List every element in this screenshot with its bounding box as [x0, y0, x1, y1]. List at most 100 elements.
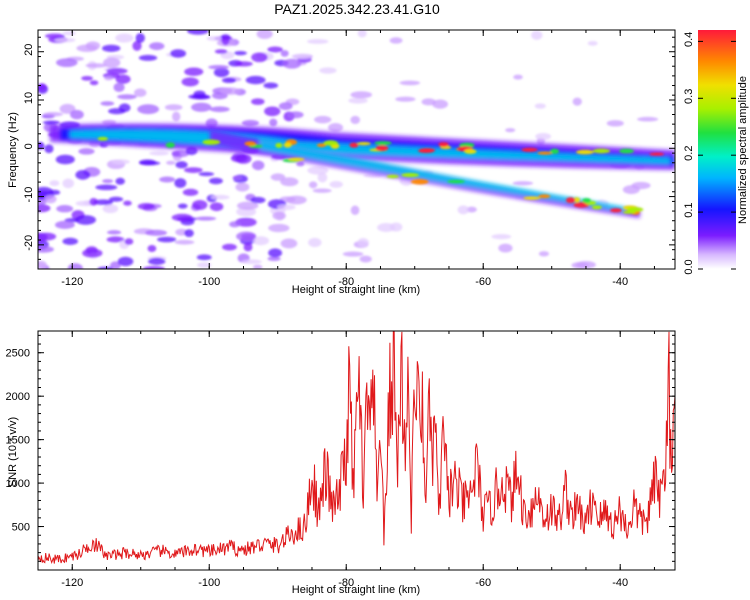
- noise-blob: [55, 154, 75, 165]
- hot-spot: [610, 208, 622, 213]
- noise-blob: [143, 266, 165, 269]
- noise-blob: [270, 173, 286, 181]
- noise-blob: [81, 75, 93, 81]
- hot-spot: [591, 205, 602, 210]
- noise-blob: [359, 255, 372, 263]
- noise-blob: [307, 39, 329, 44]
- noise-blob: [512, 181, 534, 186]
- noise-blob: [432, 99, 449, 109]
- noise-blob: [221, 77, 237, 84]
- noise-blob: [236, 201, 259, 210]
- spectrogram-x-tick-label: -60: [475, 276, 491, 288]
- snr-y-tick-label: 2000: [6, 391, 30, 403]
- noise-blob: [106, 230, 122, 235]
- colorbar-tick-label: 0.1: [683, 202, 695, 217]
- noise-blob: [572, 97, 582, 106]
- noise-blob: [171, 213, 193, 222]
- noise-blob: [145, 229, 168, 236]
- noise-blob: [38, 204, 51, 213]
- noise-blob: [184, 229, 194, 238]
- noise-blob: [252, 236, 270, 246]
- hot-spot: [374, 141, 392, 146]
- hot-spot: [283, 142, 292, 148]
- snr-x-tick-label: -40: [612, 577, 628, 589]
- snr-x-tick-label: -60: [475, 577, 491, 589]
- noise-blob: [534, 103, 546, 109]
- spectrogram-x-label: Height of straight line (km): [292, 284, 420, 296]
- spectrogram-y-tick-label: 10: [23, 92, 35, 104]
- noise-blob: [531, 30, 543, 40]
- noise-blob: [252, 160, 265, 171]
- hot-spot: [626, 207, 644, 212]
- noise-blob: [219, 87, 241, 95]
- noise-blob: [395, 96, 416, 102]
- noise-blob: [137, 104, 160, 115]
- spectrogram-x-tick-label: -80: [338, 276, 354, 288]
- noise-blob: [280, 50, 289, 57]
- noise-blob: [139, 159, 157, 166]
- noise-blob: [138, 54, 158, 61]
- hot-spot: [202, 139, 221, 145]
- noise-blob: [286, 195, 307, 205]
- hot-spots: [97, 136, 665, 215]
- colorbar-tick-label: 0.3: [683, 89, 695, 104]
- hot-spot: [447, 179, 465, 184]
- noise-blob: [196, 254, 212, 261]
- noise-blob: [268, 223, 290, 233]
- noise-blob: [137, 203, 155, 210]
- noise-blob: [308, 237, 322, 248]
- noise-blob: [272, 211, 286, 220]
- noise-blob: [280, 238, 298, 249]
- noise-blob: [210, 194, 230, 200]
- noise-blob: [108, 196, 124, 202]
- noise-blob: [54, 220, 75, 229]
- noise-blob: [498, 243, 513, 253]
- snr-y-tick-label: 1000: [6, 478, 30, 490]
- noise-blob: [106, 236, 125, 243]
- hot-spot: [576, 149, 594, 155]
- noise-blob: [287, 111, 304, 119]
- noise-blob: [97, 266, 113, 269]
- noise-blob: [38, 83, 47, 92]
- noise-blob: [38, 260, 47, 269]
- noise-blob: [44, 144, 54, 154]
- noise-blob: [197, 262, 212, 268]
- hot-spot: [649, 152, 665, 156]
- noise-blob: [587, 40, 598, 46]
- noise-blob: [276, 204, 296, 211]
- noise-blob: [235, 182, 250, 192]
- colorbar-tick-label: 0.4: [683, 32, 695, 47]
- noise-blob: [157, 236, 177, 243]
- colorbar-label: Normalized spectral amplitude: [737, 76, 749, 224]
- noise-blob: [229, 221, 241, 228]
- noise-blob: [89, 80, 99, 86]
- noise-blob: [89, 198, 98, 206]
- noise-blob: [54, 37, 76, 43]
- noise-blob: [56, 58, 78, 68]
- hot-spot: [316, 143, 327, 148]
- snr-x-tick-label: -120: [61, 577, 83, 589]
- hot-spot: [565, 197, 576, 204]
- snr-y-label: SNR (10 * v/v): [7, 417, 19, 487]
- colorbar-gradient: [698, 30, 736, 269]
- spectrogram-y-tick-label: 20: [23, 44, 35, 56]
- noise-blob: [76, 44, 98, 52]
- noise-blob: [230, 154, 248, 163]
- noise-blob: [466, 206, 477, 213]
- noise-blob: [147, 244, 157, 252]
- snr-frame: [37, 330, 676, 571]
- noise-blob: [491, 234, 512, 240]
- noise-blob: [296, 161, 305, 167]
- noise-blob: [195, 216, 217, 221]
- noise-blob: [538, 251, 550, 257]
- snr-y-tick-label: 1500: [6, 435, 30, 447]
- noise-blob: [264, 106, 281, 117]
- noise-blob: [56, 205, 74, 213]
- spectrogram-y-tick-label: 0: [23, 143, 35, 149]
- noise-blob: [631, 181, 651, 190]
- noise-blob: [192, 199, 208, 210]
- noise-blob: [308, 181, 318, 189]
- noise-blob: [282, 58, 302, 69]
- noise-blob: [269, 118, 278, 127]
